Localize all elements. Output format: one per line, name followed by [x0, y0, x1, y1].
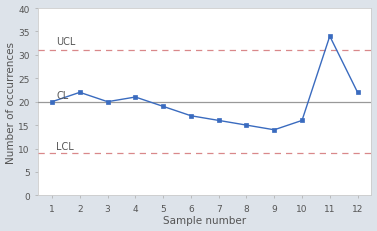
Text: UCL: UCL [56, 36, 76, 46]
Y-axis label: Number of occurrences: Number of occurrences [6, 42, 15, 163]
Text: LCL: LCL [56, 142, 74, 152]
Text: CL: CL [56, 90, 69, 100]
X-axis label: Sample number: Sample number [163, 216, 246, 225]
